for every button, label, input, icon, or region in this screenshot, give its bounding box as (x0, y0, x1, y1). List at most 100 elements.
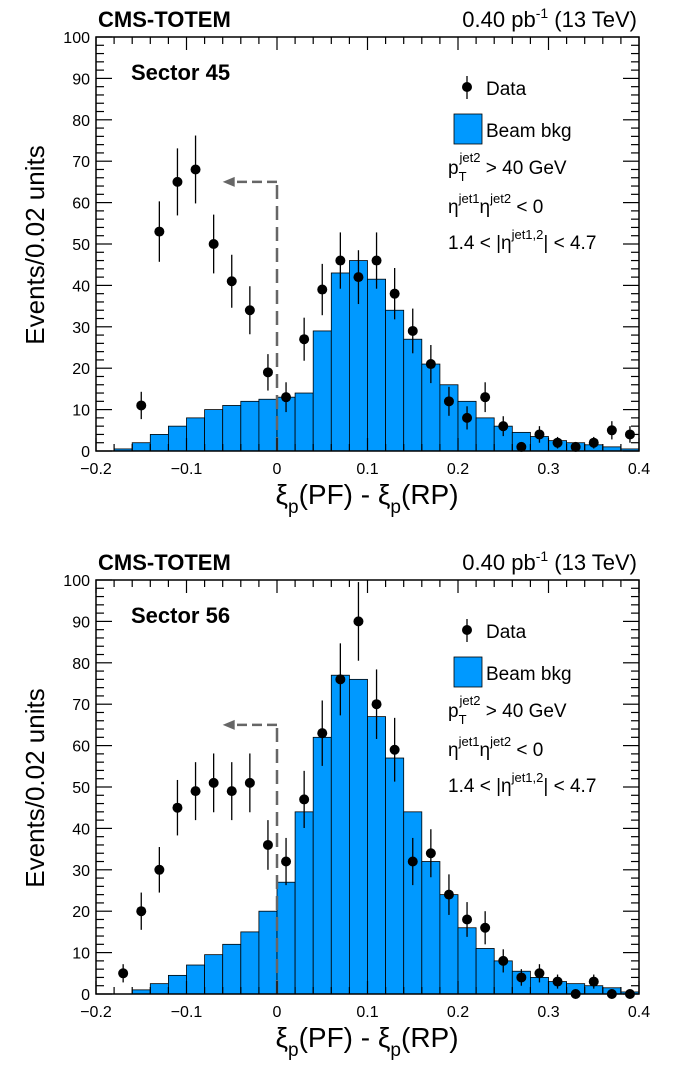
cut-range-sup: jet1,2 (511, 770, 544, 785)
bkg-bar (421, 861, 441, 995)
x-label-xi: ξ (275, 1022, 288, 1053)
experiment-label: CMS-TOTEM (98, 550, 231, 575)
x-label-sub: p (288, 497, 299, 518)
y-tick-label: 0 (81, 444, 90, 461)
data-point (262, 839, 273, 850)
legend-bkg-swatch (453, 656, 483, 688)
y-axis: 0 10 20 30 40 50 60 70 80 90 100 (63, 573, 639, 1004)
data-point (172, 802, 183, 813)
beam-bkg-histogram (131, 674, 640, 995)
cut-selection (222, 719, 279, 994)
bkg-bar (186, 964, 206, 995)
data-point (480, 922, 491, 933)
cut-pt-label: pTjet2 > 40 GeV (448, 693, 567, 727)
cut-eta-sup2: jet2 (489, 191, 511, 206)
cut-arrowhead-icon (222, 719, 235, 730)
x-label-sub-2: p (390, 497, 401, 518)
bkg-bar (367, 278, 387, 452)
bkg-bar (294, 811, 314, 995)
data-point (317, 728, 328, 739)
y-tick-label: 50 (72, 780, 90, 797)
data-point (262, 367, 273, 378)
x-tick-label: 0 (273, 461, 282, 478)
data-point (407, 325, 418, 336)
chart-sector-56: −0.2 −0.1 0 0.1 0.2 0.3 0.4 0 10 20 30 40 50 60 70 80 90… (20, 548, 650, 1061)
data-point (244, 777, 255, 788)
x-tick-label: 0.4 (628, 461, 650, 478)
data-point (462, 914, 473, 925)
experiment-label: CMS-TOTEM (98, 7, 231, 32)
x-tick-label: −0.2 (80, 1004, 112, 1021)
data-point (335, 674, 346, 685)
energy-label: (13 TeV) (548, 550, 637, 575)
data-point (588, 976, 599, 987)
legend-data-marker (462, 82, 472, 92)
data-point (353, 272, 364, 283)
data-points (118, 582, 635, 999)
bkg-bar (403, 338, 423, 452)
bkg-bar (457, 927, 477, 995)
bkg-bar (167, 974, 187, 995)
x-tick-label: 0.1 (356, 1004, 378, 1021)
x-label-xi: ξ (275, 479, 288, 510)
y-tick-label: 60 (72, 196, 90, 213)
bkg-bar (240, 931, 260, 995)
bkg-bar (222, 405, 242, 452)
x-tick-label: 0 (273, 1004, 282, 1021)
bkg-bar (475, 948, 495, 995)
data-point (534, 429, 545, 440)
x-label-rp: (RP) (401, 479, 459, 510)
y-tick-label: 90 (72, 614, 90, 631)
sector-label: Sector 56 (131, 603, 230, 628)
data-point (299, 794, 310, 805)
cut-pt-sup: jet2 (459, 693, 481, 708)
data-point (118, 968, 129, 979)
data-point (190, 786, 201, 797)
bkg-bar (367, 716, 387, 995)
cut-range-a: 1.4 < |η (448, 233, 512, 254)
cut-eta-sup1: jet1 (458, 191, 480, 206)
data-point (226, 786, 237, 797)
bkg-bar (475, 417, 495, 452)
y-tick-label: 0 (81, 987, 90, 1004)
bkg-bar (149, 983, 169, 995)
legend-data-label: Data (486, 79, 527, 100)
legend-data-marker (462, 625, 472, 635)
cut-eta-sup2: jet2 (489, 734, 511, 749)
data-point (588, 437, 599, 448)
y-tick-label: 20 (72, 904, 90, 921)
lumi-label: 0.40 pb-1 (13 TeV) (462, 548, 637, 575)
bkg-bar (204, 409, 224, 452)
y-tick-label: 100 (63, 573, 90, 590)
cut-eta-sup1: jet1 (458, 734, 480, 749)
y-tick-label: 90 (72, 71, 90, 88)
x-axis: −0.2 −0.1 0 0.1 0.2 0.3 0.4 (80, 37, 650, 478)
y-tick-label: 70 (72, 154, 90, 171)
bkg-bar (258, 398, 278, 452)
data-point (516, 441, 527, 452)
x-label-xi-2: ξ (378, 1022, 391, 1053)
bkg-bar (330, 272, 350, 452)
data-point (552, 976, 563, 987)
data-point (226, 276, 237, 287)
data-point (389, 288, 400, 299)
cut-pt-sub: T (459, 169, 467, 184)
x-tick-label: 0.1 (356, 461, 378, 478)
y-tick-label: 50 (72, 237, 90, 254)
x-label-sub-2: p (390, 1040, 401, 1061)
data-point (172, 176, 183, 187)
legend: Data Beam bkg (453, 76, 572, 145)
cut-eta-product-label: ηjet1ηjet2 < 0 (448, 191, 543, 218)
x-label-pf: (PF) - (299, 479, 378, 510)
data-point (335, 255, 346, 266)
bkg-bar (240, 400, 260, 452)
data-point (154, 226, 165, 237)
cut-eta-b: η (480, 740, 491, 761)
bkg-bar (348, 678, 368, 995)
energy-label: (13 TeV) (548, 7, 637, 32)
x-label-xi-2: ξ (378, 479, 391, 510)
y-tick-label: 10 (72, 403, 90, 420)
y-tick-label: 10 (72, 946, 90, 963)
